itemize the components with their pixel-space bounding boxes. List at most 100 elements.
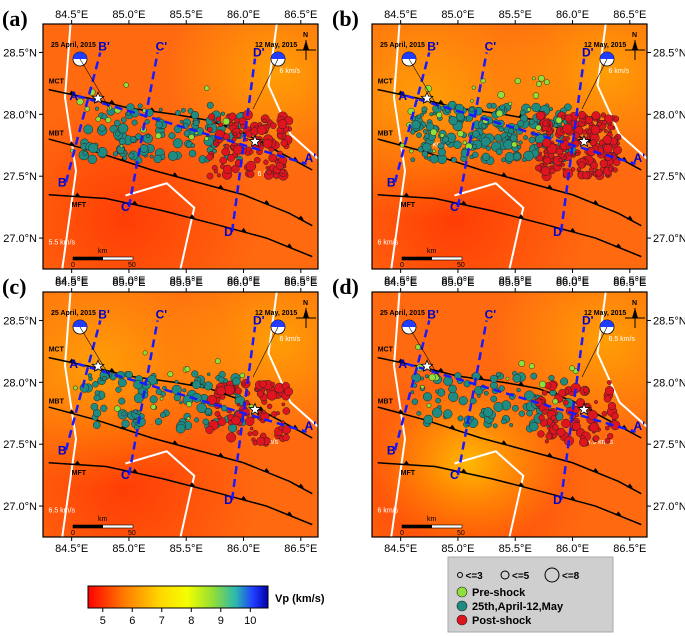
earthquake-event (601, 119, 607, 125)
colorbar-tick-label: 5 (100, 615, 106, 627)
earthquake-event (453, 140, 462, 149)
colorbar-tick-label: 8 (188, 615, 194, 627)
earthquake-event (608, 166, 613, 172)
scale-bar-segment (402, 525, 432, 528)
earthquake-event (512, 373, 522, 383)
section-label: A (398, 357, 407, 371)
contour-label: 6 km/s (609, 68, 630, 75)
earthquake-event (428, 373, 436, 382)
earthquake-event (514, 77, 521, 85)
panel-label: (b) (332, 6, 359, 31)
lon-tick-label: 84.5°E (55, 9, 88, 21)
earthquake-event (448, 384, 457, 394)
earthquake-event (508, 128, 515, 134)
north-label: N (632, 32, 637, 39)
aftershock-date: 12 May, 2015 (584, 310, 626, 317)
section-label: B (58, 443, 67, 457)
velocity-contour (125, 450, 196, 537)
north-arrow-head (632, 40, 638, 50)
earthquake-event (236, 402, 241, 407)
earthquake-event (578, 161, 586, 169)
lat-tick-label: 28.0°N (3, 377, 37, 389)
lat-tick-label: 28.0°N (3, 109, 37, 121)
earthquake-event (100, 404, 108, 412)
earthquake-event (95, 116, 101, 122)
thrust-tooth (626, 215, 633, 220)
lon-tick-label: 86.5°E (613, 543, 646, 555)
earthquake-event (259, 380, 267, 388)
thrust-tooth (500, 172, 507, 177)
earthquake-event (583, 386, 590, 393)
earthquake-event (232, 132, 237, 137)
earthquake-event (121, 411, 127, 417)
earthquake-event (595, 169, 603, 177)
thrust-tooth (188, 482, 195, 487)
earthquake-event (268, 153, 277, 163)
earthquake-event (604, 437, 611, 444)
earthquake-event (194, 417, 200, 423)
earthquake-event (149, 154, 154, 159)
earthquake-event (512, 404, 519, 412)
earthquake-event (495, 109, 504, 118)
thrust-tooth (500, 440, 507, 445)
earthquake-event (575, 151, 580, 157)
earthquake-event (190, 111, 199, 120)
earthquake-event (419, 112, 424, 117)
scale-tick: 0 (400, 262, 404, 269)
thrust-label: MCT (378, 346, 394, 353)
lat-tick-label: 27.0°N (653, 233, 685, 245)
focal-leader-line (252, 326, 279, 378)
lat-tick-label: 27.5°N (3, 439, 37, 451)
mainshock-date: 25 April, 2015 (380, 42, 425, 49)
earthquake-event (150, 403, 157, 410)
focal-mechanism-quadrant (402, 320, 416, 327)
earthquake-event (558, 157, 563, 163)
lon-tick-label: 85.5°E (170, 543, 203, 555)
north-label: N (632, 300, 637, 307)
earthquake-event (112, 151, 119, 157)
earthquake-event (239, 130, 243, 134)
earthquake-event (130, 108, 140, 118)
contour-label: 6 km/s (280, 336, 301, 343)
earthquake-event (545, 432, 553, 440)
earthquake-event (205, 425, 214, 434)
earthquake-event (552, 424, 559, 431)
scale-bar-segment (73, 257, 103, 260)
thrust-tooth (188, 214, 195, 219)
contour-label: 5.5 km/s (49, 240, 76, 247)
thrust-tooth (517, 381, 524, 386)
earthquake-event (532, 92, 540, 99)
earthquake-event (186, 416, 191, 421)
lon-tick-label: 85.0°E (112, 277, 145, 289)
lon-tick-label: 84.5°E (384, 275, 417, 287)
thrust-tooth (437, 367, 444, 372)
earthquake-event (242, 382, 247, 386)
earthquake-event (603, 144, 613, 154)
earthquake-event (277, 119, 288, 129)
earthquake-event (82, 150, 88, 156)
earthquake-event (499, 104, 506, 111)
thrust-tooth (403, 192, 410, 197)
earthquake-event (192, 119, 200, 127)
earthquake-event (462, 140, 468, 145)
focal-mechanism-quadrant (271, 320, 285, 327)
earthquake-event (206, 172, 214, 180)
earthquake-event (422, 142, 432, 153)
thrust-tooth (546, 452, 553, 457)
earthquake-event (607, 432, 614, 440)
earthquake-event (212, 120, 216, 124)
earthquake-event (221, 147, 230, 157)
earthquake-event (282, 433, 290, 442)
earthquake-event (581, 129, 587, 135)
earthquake-event (602, 135, 612, 145)
legend-color-items: Pre-shock 25th,April-12,May Post-shock (456, 586, 564, 627)
earthquake-event (123, 82, 129, 88)
earthquake-event (133, 418, 138, 424)
legend-size-label: <=8 (562, 571, 580, 582)
earthquake-event (179, 400, 183, 405)
earthquake-event (276, 162, 284, 170)
earthquake-event (204, 85, 210, 91)
thrust-tooth (171, 440, 178, 445)
earthquake-event (501, 157, 506, 163)
earthquake-event (265, 165, 270, 170)
